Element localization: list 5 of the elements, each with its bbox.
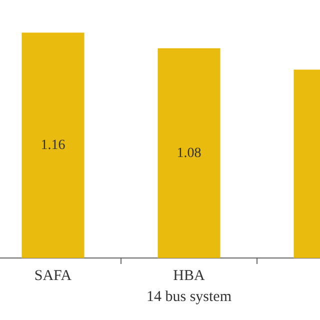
x-tick-label: HBA xyxy=(173,268,205,284)
x-axis-title: 14 bus system xyxy=(146,288,232,305)
data-label: 1.16 xyxy=(40,138,66,154)
x-tick-label: SAFA xyxy=(34,268,72,284)
data-label: 1.08 xyxy=(176,146,202,161)
